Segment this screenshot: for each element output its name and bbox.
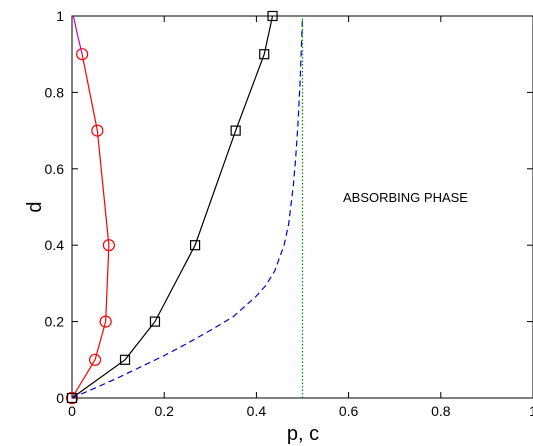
y-tick-label: 0.4 [45,237,65,253]
data-point-circle [88,353,102,366]
series-2 [66,10,278,404]
series-line [71,54,110,399]
data-point-circle [99,315,112,328]
data-point-circle [102,239,115,252]
data-point-square [267,10,278,22]
y-tick-label: 0.2 [45,314,65,330]
series-line [71,15,274,399]
series-layer [65,10,304,405]
y-tick-label: 0.6 [45,161,65,177]
series-line [71,15,304,399]
x-tick-label: 0.8 [431,403,451,419]
data-point-square [149,316,161,327]
x-tick-label: 0.2 [154,403,174,419]
y-tick-label: 0.8 [45,84,65,100]
x-tick-label: 0.4 [247,403,267,419]
x-tick-label: 1 [529,403,533,419]
series-3 [71,15,304,399]
ticks: 0 0.2 0.4 0.6 0.8 1 0 0.2 0.4 0.6 0.8 1 [45,8,533,419]
data-point-circle [91,124,104,137]
series-1 [72,15,83,55]
x-axis-label: p, c [287,423,319,445]
data-point-square [259,49,270,60]
data-point-square [119,354,131,365]
data-point-square [66,392,78,404]
x-tick-label: 0 [68,403,76,419]
data-point-circle [76,48,89,61]
data-point-square [189,240,201,251]
data-point-square [230,125,241,136]
phase-annotation: ABSORBING PHASE [343,190,468,205]
y-tick-label: 0 [56,390,64,406]
series-line [72,15,83,55]
x-tick-label: 0.6 [339,403,359,419]
data-point-circle [65,391,79,405]
y-axis-label: d [24,201,46,212]
series-0 [65,48,115,405]
y-tick-label: 1 [56,8,64,24]
